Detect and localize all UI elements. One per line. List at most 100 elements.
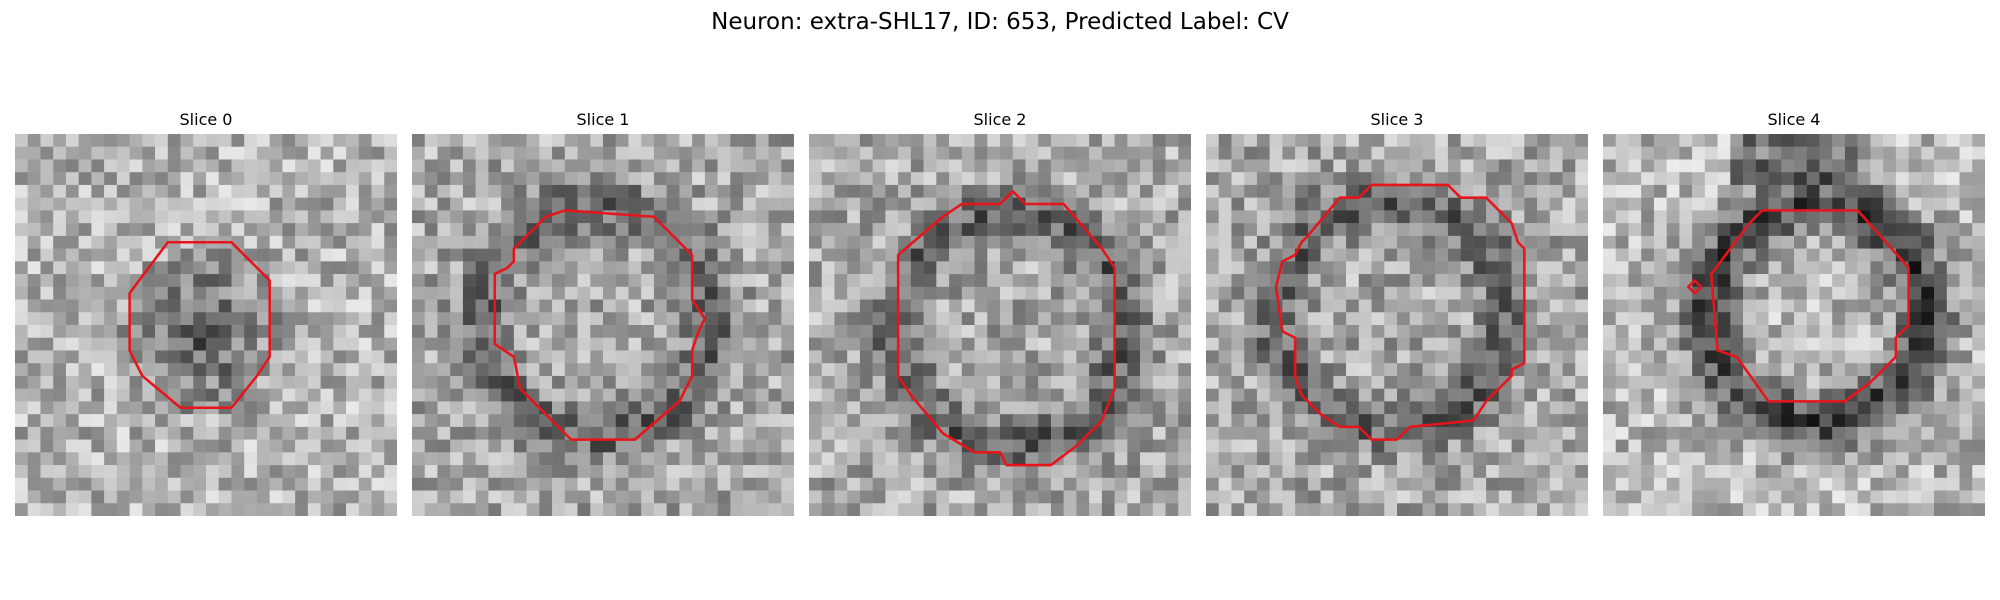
pixel	[1692, 210, 1706, 224]
pixel	[1346, 363, 1360, 377]
pixel	[679, 401, 693, 415]
pixel	[1883, 146, 1897, 160]
pixel	[1231, 477, 1245, 491]
pixel	[40, 172, 54, 186]
pixel	[129, 146, 143, 160]
pixel	[1320, 452, 1334, 466]
pixel	[1781, 299, 1795, 313]
pixel	[717, 375, 731, 389]
pixel	[1409, 159, 1423, 173]
pixel	[206, 325, 219, 338]
pixel	[743, 490, 757, 504]
pixel	[821, 172, 835, 186]
pixel	[78, 375, 92, 389]
pixel	[615, 388, 629, 402]
pixel	[1537, 337, 1551, 351]
pixel	[923, 197, 937, 211]
pixel	[450, 363, 464, 377]
pixel	[1768, 274, 1782, 288]
pixel	[1755, 465, 1769, 479]
pixel	[116, 375, 130, 389]
pixel	[781, 210, 794, 224]
pixel	[412, 414, 425, 428]
pixel	[1857, 261, 1871, 275]
pixel	[244, 439, 258, 453]
pixel	[384, 184, 397, 198]
pixel	[1575, 439, 1588, 453]
pixel	[1244, 286, 1258, 300]
pixel	[307, 172, 321, 186]
pixel	[1641, 261, 1655, 275]
pixel	[755, 299, 769, 313]
pixel	[552, 235, 566, 249]
pixel	[1730, 134, 1744, 147]
pixel	[1346, 350, 1360, 364]
pixel	[450, 426, 464, 440]
pixel	[679, 261, 693, 275]
pixel	[1781, 235, 1795, 249]
pixel	[1000, 325, 1013, 338]
pixel	[936, 172, 950, 186]
pixel	[295, 503, 309, 516]
pixel	[717, 286, 731, 300]
pixel	[653, 210, 667, 224]
pixel	[1460, 286, 1474, 300]
pixel	[295, 426, 309, 440]
pixel	[755, 159, 769, 173]
pixel	[53, 274, 67, 288]
pixel	[346, 375, 360, 389]
pixel	[1768, 490, 1782, 504]
pixel	[1537, 248, 1551, 262]
pixel	[755, 490, 769, 504]
pixel	[1422, 426, 1436, 440]
pixel	[1320, 439, 1334, 453]
pixel	[1384, 134, 1398, 147]
pixel	[1038, 146, 1052, 160]
pixel	[167, 261, 181, 275]
pixel	[1333, 503, 1347, 516]
pixel	[1730, 299, 1744, 313]
pixel	[1422, 363, 1436, 377]
pixel	[923, 426, 937, 440]
pixel	[1447, 248, 1461, 262]
pixel	[1409, 490, 1423, 504]
pixel	[910, 439, 924, 453]
pixel	[1883, 184, 1897, 198]
pixel	[65, 235, 79, 249]
pixel	[104, 337, 118, 351]
pixel	[40, 223, 54, 237]
pixel	[206, 503, 219, 516]
pixel	[488, 363, 502, 377]
pixel	[295, 134, 309, 147]
pixel	[53, 248, 67, 262]
pixel	[936, 235, 950, 249]
pixel	[193, 223, 207, 237]
pixel	[1895, 274, 1909, 288]
pixel	[1743, 172, 1757, 186]
pixel	[1076, 235, 1090, 249]
pixel	[872, 159, 886, 173]
pixel	[974, 172, 988, 186]
pixel	[1140, 134, 1154, 147]
pixel	[1000, 286, 1013, 300]
pixel	[1320, 184, 1334, 198]
pixel	[1562, 274, 1576, 288]
pixel	[987, 146, 1001, 160]
pixel	[1730, 375, 1744, 389]
pixel	[1575, 223, 1588, 237]
pixel	[320, 172, 334, 186]
pixel	[1743, 439, 1757, 453]
pixel	[1244, 325, 1258, 338]
pixel	[1498, 401, 1512, 415]
pixel	[218, 426, 232, 440]
pixel	[116, 197, 130, 211]
pixel	[1498, 337, 1512, 351]
pixel	[1603, 159, 1616, 173]
pixel	[1409, 363, 1423, 377]
pixel	[961, 414, 975, 428]
pixel	[1717, 134, 1731, 147]
pixel	[847, 223, 861, 237]
pixel	[704, 286, 718, 300]
pixel	[755, 210, 769, 224]
pixel	[1692, 337, 1706, 351]
